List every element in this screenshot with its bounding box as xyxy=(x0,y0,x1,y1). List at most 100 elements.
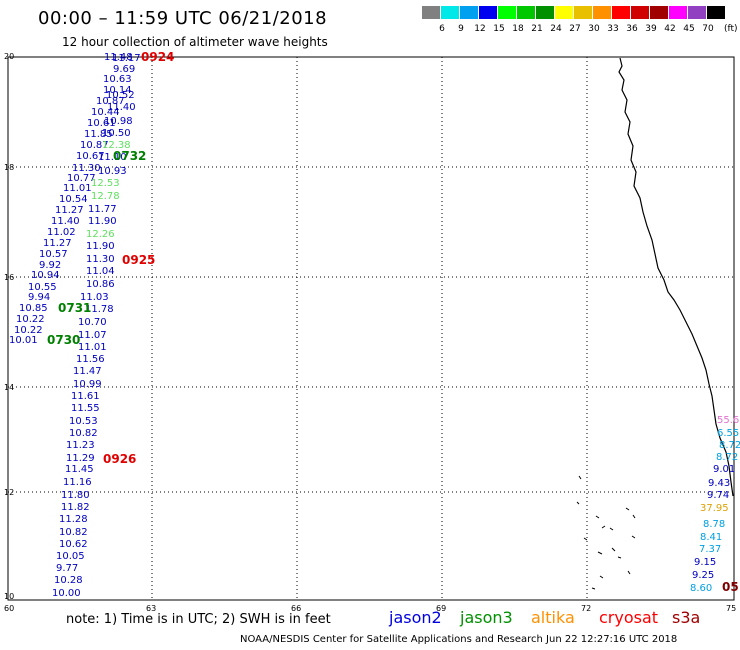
scale-label: 9 xyxy=(458,24,464,34)
latitude-label: 18 xyxy=(4,163,15,172)
wave-height-value: 10.50 xyxy=(102,128,131,139)
wave-height-value: 11.45 xyxy=(65,464,94,475)
wave-height-value: 8.72 xyxy=(719,440,740,451)
wave-height-value: 10.87 xyxy=(80,140,109,151)
wave-height-value: 10.82 xyxy=(69,428,98,439)
wave-height-value: 12.53 xyxy=(91,178,120,189)
longitude-label: 75 xyxy=(726,604,737,613)
wave-height-value: 10.99 xyxy=(73,379,102,390)
wave-height-value: 11.90 xyxy=(88,216,117,227)
wave-height-value: 10.14 xyxy=(103,85,132,96)
wave-height-value: 11.07 xyxy=(78,330,107,341)
wave-height-value: 11.30 xyxy=(86,254,115,265)
longitude-label: 63 xyxy=(146,604,157,613)
wave-height-value: 12.26 xyxy=(86,229,115,240)
wave-height-value: 11.80 xyxy=(61,490,90,501)
wave-height-value: 11.02 xyxy=(47,227,76,238)
wave-height-value: 11.29 xyxy=(66,453,95,464)
scale-label: 6 xyxy=(439,24,445,34)
scale-swatch xyxy=(517,6,535,19)
longitude-label: 72 xyxy=(581,604,592,613)
wave-height-value: 10.93 xyxy=(98,166,127,177)
satellite-name-altika: altika xyxy=(531,608,575,627)
wave-height-value: 10.85 xyxy=(19,303,48,314)
pass-time-label: 05 xyxy=(722,580,739,594)
wave-height-value: 10.77 xyxy=(67,173,96,184)
map-frame xyxy=(7,56,735,601)
scale-swatch xyxy=(612,6,630,19)
wave-height-value: 11.61 xyxy=(71,391,100,402)
scale-label: 30 xyxy=(588,24,600,34)
scale-swatch xyxy=(422,6,440,19)
wave-height-value: 11.03 xyxy=(80,292,109,303)
scale-swatch xyxy=(441,6,459,19)
scale-label: 12 xyxy=(474,24,486,34)
wave-height-value: 12.78 xyxy=(91,191,120,202)
units-note: note: 1) Time is in UTC; 2) SWH is in fe… xyxy=(66,612,331,627)
wave-height-value: 11.90 xyxy=(86,241,115,252)
wave-height-value: 11.55 xyxy=(71,403,100,414)
wave-height-value: 10.00 xyxy=(52,588,81,599)
wave-height-value: 9.43 xyxy=(708,478,731,489)
wave-height-value: 11.17 xyxy=(112,53,141,64)
scale-label: 45 xyxy=(683,24,695,34)
wave-height-value: 9.15 xyxy=(694,557,717,568)
scale-unit: (ft) xyxy=(724,24,738,34)
scale-swatch xyxy=(536,6,554,19)
wave-height-value: 10.87 xyxy=(96,96,125,107)
latitude-label: 10 xyxy=(4,592,15,601)
pass-time-label: 0924 xyxy=(141,50,175,64)
wave-height-value: 11.78 xyxy=(85,304,114,315)
wave-height-value: 11.23 xyxy=(66,440,95,451)
wave-height-value: 10.01 xyxy=(9,335,38,346)
wave-height-value: 10.55 xyxy=(28,282,57,293)
wave-height-value: 10.28 xyxy=(54,575,83,586)
scale-label: 36 xyxy=(626,24,638,34)
wave-height-value: 10.22 xyxy=(16,314,45,325)
scale-swatch xyxy=(593,6,611,19)
satellite-name-jason2: jason2 xyxy=(389,608,442,627)
scale-swatch xyxy=(707,6,725,19)
wave-height-value: 11.47 xyxy=(73,366,102,377)
wave-height-value: 11.30 xyxy=(72,163,101,174)
wave-height-value: 7.37 xyxy=(699,544,722,555)
wave-height-value: 9.92 xyxy=(39,260,62,271)
scale-swatch xyxy=(479,6,497,19)
coast-islands xyxy=(576,475,636,590)
wave-height-value: 9.69 xyxy=(113,64,136,75)
pass-time-label: 0730 xyxy=(47,333,81,347)
wave-height-value: 11.77 xyxy=(88,204,117,215)
pass-time-label: 0925 xyxy=(122,253,156,267)
scale-label: 70 xyxy=(702,24,714,34)
scale-swatch xyxy=(650,6,668,19)
satellite-name-jason3: jason3 xyxy=(460,608,513,627)
wave-height-value: 9.74 xyxy=(707,490,730,501)
wave-height-value: 6.55 xyxy=(717,428,740,439)
wave-height-value: 11.40 xyxy=(107,102,136,113)
wave-height-value: 9.77 xyxy=(56,563,79,574)
wave-height-value: 10.82 xyxy=(59,527,88,538)
wave-height-value: 10.05 xyxy=(56,551,85,562)
wave-height-value: 8.41 xyxy=(700,532,723,543)
latitude-label: 14 xyxy=(4,383,15,392)
wave-height-value: 10.57 xyxy=(39,249,68,260)
wave-height-value: 10.67 xyxy=(76,151,105,162)
satellite-name-cryosat: cryosat xyxy=(599,608,659,627)
scale-label: 42 xyxy=(664,24,676,34)
wave-height-value: 10.62 xyxy=(59,539,88,550)
longitude-label: 60 xyxy=(4,604,15,613)
wave-height-value: 11.40 xyxy=(51,216,80,227)
map-subtitle: 12 hour collection of altimeter wave hei… xyxy=(62,35,328,49)
wave-height-value: 10.53 xyxy=(69,416,98,427)
wave-height-value: 11.27 xyxy=(43,238,72,249)
scale-swatch xyxy=(498,6,516,19)
map-title: 00:00 – 11:59 UTC 06/21/2018 xyxy=(38,8,328,29)
coastline xyxy=(618,57,734,497)
wave-height-value: 10.98 xyxy=(104,116,133,127)
wave-height-value: 11.82 xyxy=(61,502,90,513)
latitude-label: 12 xyxy=(4,488,15,497)
wave-height-value: 11.01 xyxy=(63,183,92,194)
scale-swatch xyxy=(669,6,687,19)
wave-height-value: 11.28 xyxy=(59,514,88,525)
